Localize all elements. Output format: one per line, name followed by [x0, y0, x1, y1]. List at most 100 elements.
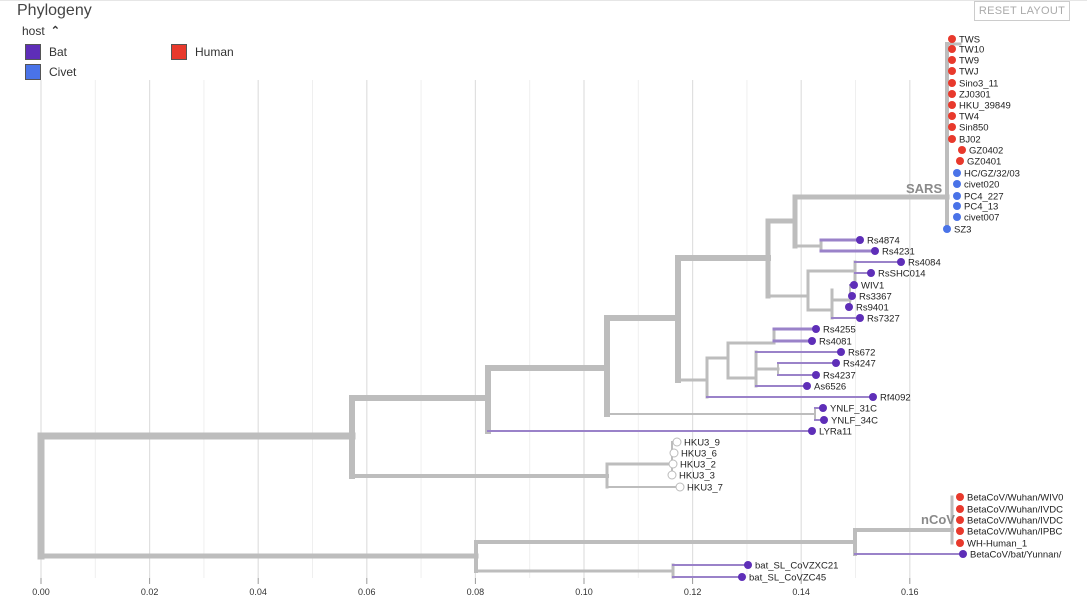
tip-label: LYRa11 [819, 427, 852, 438]
tip-node[interactable]: Rs4231 [871, 247, 915, 258]
tip-node[interactable]: Sino3_11 [948, 79, 998, 90]
tip-label: TW9 [959, 56, 979, 67]
tip-label: civet007 [964, 213, 999, 224]
tip-marker [959, 550, 967, 558]
tip-marker [897, 258, 905, 266]
tip-label: RsSHC014 [878, 269, 926, 280]
tip-label: bat_SL_CoVZXC21 [755, 561, 838, 572]
legend-swatch [25, 64, 41, 80]
tip-label: BJ02 [959, 135, 981, 146]
tip-node[interactable]: GZ0401 [956, 157, 1001, 168]
tip-node[interactable]: Rs4255 [812, 325, 856, 336]
tip-label: HKU3_7 [687, 483, 723, 494]
tip-marker [948, 35, 956, 43]
tip-node[interactable]: BJ02 [948, 135, 981, 146]
tip-marker [850, 281, 858, 289]
tip-node[interactable]: HKU_39849 [948, 101, 1011, 112]
tip-label: Rs3367 [859, 292, 892, 303]
tree-branches [37, 42, 964, 579]
tip-node[interactable]: PC4_227 [953, 192, 1004, 203]
tip-marker [948, 90, 956, 98]
tip-node[interactable]: As6526 [803, 382, 846, 393]
tip-node[interactable]: LYRa11 [808, 427, 852, 438]
tip-label: PC4_13 [964, 202, 998, 213]
tip-node[interactable]: Rs7327 [856, 314, 900, 325]
tip-node[interactable]: ZJ0301 [948, 90, 991, 101]
tip-label: HC/GZ/32/03 [964, 169, 1020, 180]
tip-node[interactable]: Rs4084 [897, 258, 941, 269]
tip-marker [668, 459, 678, 469]
tip-node[interactable]: TW9 [948, 56, 979, 67]
tip-node[interactable]: TW4 [948, 112, 979, 123]
tip-node[interactable]: civet020 [953, 180, 999, 191]
tip-node[interactable]: Rs4874 [856, 236, 900, 247]
tip-node[interactable]: Rs3367 [848, 292, 892, 303]
tip-node[interactable]: bat_SL_CoVZXC21 [744, 561, 838, 572]
tip-node[interactable]: YNLF_31C [819, 404, 877, 415]
tip-marker [808, 427, 816, 435]
clade-label: nCoV [921, 512, 955, 527]
axis-tick-label: 0.02 [141, 587, 159, 597]
tip-node[interactable]: Rs4237 [812, 371, 856, 382]
tip-marker [869, 393, 877, 401]
tip-node[interactable]: BetaCoV/bat/Yunnan/ [959, 550, 1062, 561]
tip-label: HKU3_9 [684, 438, 720, 449]
tip-node[interactable]: Rs4081 [808, 337, 852, 348]
tip-marker [943, 225, 951, 233]
tip-node[interactable]: WH-Human_1 [956, 539, 1027, 550]
legend-label: Bat [49, 45, 68, 59]
tip-node[interactable]: Rs4247 [832, 359, 876, 370]
tip-node[interactable]: BetaCoV/Wuhan/IVDC [956, 505, 1063, 516]
tip-node[interactable]: BetaCoV/Wuhan/IPBC [956, 527, 1063, 538]
tip-marker [803, 382, 811, 390]
tip-node[interactable]: BetaCoV/Wuhan/IVDC [956, 516, 1063, 527]
reset-layout-button[interactable]: RESET LAYOUT [974, 1, 1070, 21]
tip-marker [948, 123, 956, 131]
x-axis: 0.00 0.02 0.04 0.06 0.08 0.10 0.12 0.14 0.16 [32, 578, 919, 597]
tip-marker [845, 303, 853, 311]
tip-node[interactable]: YNLF_34C [820, 416, 878, 427]
tip-label: Rs672 [848, 348, 875, 359]
tip-node[interactable]: Rs672 [837, 348, 875, 359]
tip-marker [953, 180, 961, 188]
legend-toggle[interactable]: host ⌃ [22, 24, 60, 38]
tip-node[interactable]: HKU3_9 [672, 437, 720, 449]
tip-label: Rs4874 [867, 236, 900, 247]
tip-marker [820, 416, 828, 424]
tip-node[interactable]: GZ0402 [958, 146, 1003, 157]
tip-node[interactable]: PC4_13 [953, 202, 998, 213]
tip-label: TWJ [959, 67, 979, 78]
tip-marker [812, 325, 820, 333]
tip-node[interactable]: bat_SL_CoVZC45 [738, 573, 826, 584]
tip-node[interactable]: HKU3_2 [668, 459, 716, 471]
tip-node[interactable]: TWS [948, 35, 980, 46]
tip-node[interactable]: Rf4092 [869, 393, 911, 404]
tip-label: WIV1 [861, 281, 884, 292]
tip-node[interactable]: BetaCoV/Wuhan/WIV0 [956, 493, 1063, 504]
axis-tick-label: 0.12 [684, 587, 702, 597]
tip-node[interactable]: TW10 [948, 45, 984, 56]
tip-marker [956, 157, 964, 165]
axis-tick-label: 0.00 [32, 587, 50, 597]
tip-label: YNLF_31C [830, 404, 877, 415]
tip-node[interactable]: civet007 [953, 213, 999, 224]
tip-label: TW4 [959, 112, 979, 123]
tip-node[interactable]: Rs9401 [845, 303, 889, 314]
tip-label: Rf4092 [880, 393, 911, 404]
legend-item-human[interactable]: Human [171, 44, 234, 60]
tip-node[interactable]: Sin850 [948, 123, 989, 134]
tip-node[interactable]: HKU3_7 [675, 482, 723, 494]
legend-swatch [25, 44, 41, 60]
tip-node[interactable]: WIV1 [850, 281, 884, 292]
tip-node[interactable]: SZ3 [943, 225, 971, 236]
tip-marker [956, 493, 964, 501]
tip-node[interactable]: HKU3_6 [669, 448, 717, 460]
tip-label: Rs4255 [823, 325, 856, 336]
tip-node[interactable]: HC/GZ/32/03 [953, 169, 1020, 180]
tip-node[interactable]: HKU3_3 [667, 470, 715, 482]
legend-item-civet[interactable]: Civet [25, 64, 76, 80]
tip-node[interactable]: RsSHC014 [867, 269, 926, 280]
tip-node[interactable]: TWJ [948, 67, 979, 78]
legend-item-bat[interactable]: Bat [25, 44, 67, 60]
